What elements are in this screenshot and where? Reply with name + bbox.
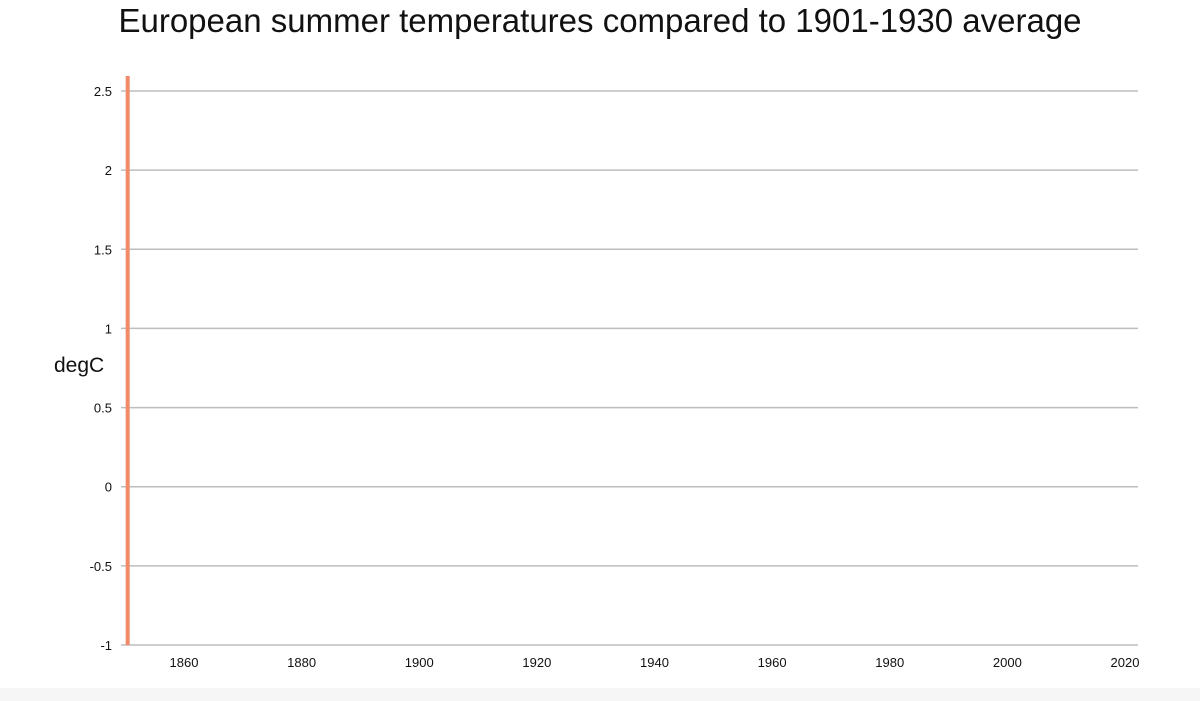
x-tick-label: 2020 [1111, 655, 1140, 670]
bars [125, 76, 130, 645]
x-tick-label: 2000 [993, 655, 1022, 670]
y-axis-ticks: 2.5 2 1.5 1 0.5 0 -0.5 -1 [90, 84, 112, 653]
x-tick-label: 1940 [640, 655, 669, 670]
y-tick-label: -0.5 [90, 559, 112, 574]
y-tick-label: 1 [105, 321, 112, 336]
chart-title: European summer temperatures compared to… [118, 2, 1082, 39]
x-tick-label: 1980 [875, 655, 904, 670]
bottom-strip [0, 688, 1200, 701]
x-tick-label: 1960 [758, 655, 787, 670]
y-tick-label: 0.5 [94, 401, 112, 416]
gridlines [121, 90, 1138, 646]
x-tick-label: 1920 [522, 655, 551, 670]
x-axis-ticks: 1860 1880 1900 1920 1940 1960 1980 2000 2020 [170, 655, 1140, 670]
y-tick-label: -1 [100, 638, 112, 653]
y-tick-label: 2 [105, 163, 112, 178]
bar [125, 76, 130, 645]
y-axis-label: degC [54, 354, 104, 377]
y-tick-label: 1.5 [94, 242, 112, 257]
y-tick-label: 2.5 [94, 84, 112, 99]
y-tick-label: 0 [105, 480, 112, 495]
x-tick-label: 1860 [170, 655, 199, 670]
x-tick-label: 1900 [405, 655, 434, 670]
x-tick-label: 1880 [287, 655, 316, 670]
